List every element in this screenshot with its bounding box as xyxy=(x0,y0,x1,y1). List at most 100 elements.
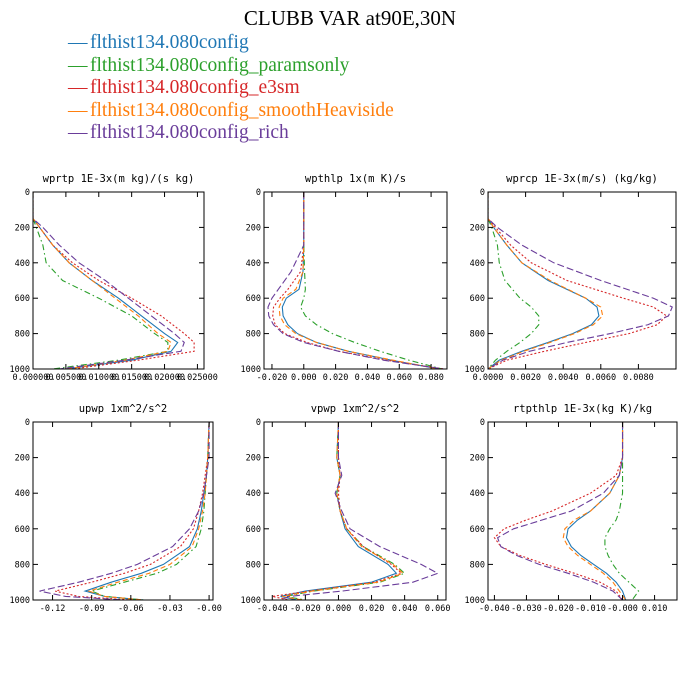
legend-label: flthist134.080config_e3sm xyxy=(90,77,300,98)
panel-3: wprcp 1E-3x(m/s) (kg/kg) 0 200 400 600 800 100… xyxy=(465,173,677,383)
x-tick-label: -0.020 xyxy=(257,373,288,383)
series-line-4 xyxy=(87,422,210,600)
y-tick-label: 0 xyxy=(25,188,30,198)
y-tick-label: 400 xyxy=(470,259,485,269)
x-tick-label: 0.010 xyxy=(642,604,668,614)
panel-title: wpthlp 1x(m K)/s xyxy=(305,173,406,185)
plot-frame xyxy=(32,421,214,601)
legend-label: flthist134.080config xyxy=(90,32,249,53)
x-tick-label: 0.0000 xyxy=(473,373,504,383)
y-tick-label: 800 xyxy=(15,330,30,340)
x-tick-label: -0.010 xyxy=(575,604,606,614)
y-tick-label: 200 xyxy=(15,454,30,464)
x-tick-label: 0.020 xyxy=(323,373,349,383)
series-line-4 xyxy=(278,192,440,369)
y-tick-label: 600 xyxy=(470,525,485,535)
x-tick-label: 0.0080 xyxy=(623,373,654,383)
series-line-1 xyxy=(565,422,627,600)
x-tick-label: 0.025000 xyxy=(177,373,218,383)
y-tick-label: 200 xyxy=(470,454,485,464)
legend-line-swatch: — xyxy=(68,77,88,98)
x-tick-label: -0.000 xyxy=(607,604,638,614)
x-tick-label: 0.060 xyxy=(425,604,451,614)
y-tick-label: 1000 xyxy=(465,365,485,375)
y-tick-label: 800 xyxy=(470,330,485,340)
series-line-5 xyxy=(39,422,210,600)
legend-line-swatch: — xyxy=(68,99,88,121)
y-tick-label: 600 xyxy=(246,525,261,535)
x-tick-label: -0.03 xyxy=(157,604,183,614)
legend-entry: — flthist134.080config_e3sm xyxy=(68,77,394,100)
panel-title: wprtp 1E-3x(m kg)/(s kg) xyxy=(43,173,195,185)
legend-entry: — flthist134.080config_rich xyxy=(68,122,394,145)
panel-title: rtpthlp 1E-3x(kg K)/kg xyxy=(513,403,652,415)
plot-frame xyxy=(32,191,205,370)
x-tick-label: 0.0020 xyxy=(510,373,541,383)
series-line-5 xyxy=(488,192,673,369)
legend: — flthist134.080config — flthist134.080conf… xyxy=(68,32,394,145)
y-tick-label: 0 xyxy=(25,418,30,428)
y-tick-label: 400 xyxy=(470,489,485,499)
x-tick-label: 0.040 xyxy=(392,604,418,614)
panel-title: wprcp 1E-3x(m/s) (kg/kg) xyxy=(506,173,658,185)
x-tick-label: -0.020 xyxy=(290,604,321,614)
panel-4: upwp 1xm^2/s^2 0 200 400 600 800 1000 -0.12 -0.0… xyxy=(10,403,222,614)
y-tick-label: 200 xyxy=(246,223,261,233)
series-line-5 xyxy=(267,192,444,369)
x-tick-label: 0.015000 xyxy=(111,373,152,383)
series-line-4 xyxy=(562,422,627,600)
panel-title: vpwp 1xm^2/s^2 xyxy=(311,403,400,415)
x-tick-label: -0.040 xyxy=(479,604,510,614)
y-tick-label: 600 xyxy=(246,294,261,304)
y-tick-label: 200 xyxy=(470,223,485,233)
y-tick-label: 800 xyxy=(15,560,30,570)
y-tick-label: 1000 xyxy=(241,365,261,375)
y-tick-label: 600 xyxy=(15,294,30,304)
y-tick-label: 600 xyxy=(470,294,485,304)
series-line-2 xyxy=(89,422,210,600)
x-tick-label: 0.000 xyxy=(291,373,317,383)
legend-label: flthist134.080config_smoothHeaviside xyxy=(90,99,394,121)
series-line-2 xyxy=(33,192,169,369)
legend-label: flthist134.080config_rich xyxy=(90,122,289,143)
y-tick-label: 1000 xyxy=(10,596,30,606)
series-line-4 xyxy=(282,422,405,600)
legend-line-swatch: — xyxy=(68,54,88,76)
legend-line-swatch: — xyxy=(68,122,88,143)
panel-1: wprtp 1E-3x(m kg)/(s kg) 0 200 400 600 800 100… xyxy=(10,173,218,383)
y-tick-label: 1000 xyxy=(465,596,485,606)
y-tick-label: 800 xyxy=(470,560,485,570)
legend-entry: — flthist134.080config_smoothHeaviside xyxy=(68,100,394,123)
plot-frame xyxy=(263,421,447,601)
x-tick-label: 0.0060 xyxy=(585,373,616,383)
series-line-3 xyxy=(55,422,210,600)
plot-frame xyxy=(487,191,677,370)
panel-6: rtpthlp 1E-3x(kg K)/kg02004006008001000-… xyxy=(465,403,678,614)
series-line-2 xyxy=(488,192,540,369)
y-tick-label: 1000 xyxy=(241,596,261,606)
series-line-4 xyxy=(488,192,604,369)
series-line-5 xyxy=(33,192,185,369)
x-tick-label: -0.020 xyxy=(543,604,574,614)
legend-entry: — flthist134.080config xyxy=(68,32,394,55)
series-line-2 xyxy=(604,422,640,600)
series-line-2 xyxy=(299,192,443,369)
y-tick-label: 400 xyxy=(246,489,261,499)
y-tick-label: 600 xyxy=(15,525,30,535)
x-tick-label: -0.00 xyxy=(196,604,222,614)
y-tick-label: 200 xyxy=(15,223,30,233)
legend-entry: — flthist134.080config_paramsonly xyxy=(68,55,394,78)
x-tick-label: 0.000000 xyxy=(13,373,54,383)
plot-frame xyxy=(487,421,678,601)
x-tick-label: -0.030 xyxy=(511,604,542,614)
legend-line-swatch: — xyxy=(68,32,88,53)
plot-frame xyxy=(263,191,448,370)
x-tick-label: -0.06 xyxy=(118,604,144,614)
y-tick-label: 800 xyxy=(246,560,261,570)
y-tick-label: 0 xyxy=(256,188,261,198)
x-tick-label: 0.040 xyxy=(355,373,381,383)
x-tick-label: 0.020 xyxy=(359,604,385,614)
